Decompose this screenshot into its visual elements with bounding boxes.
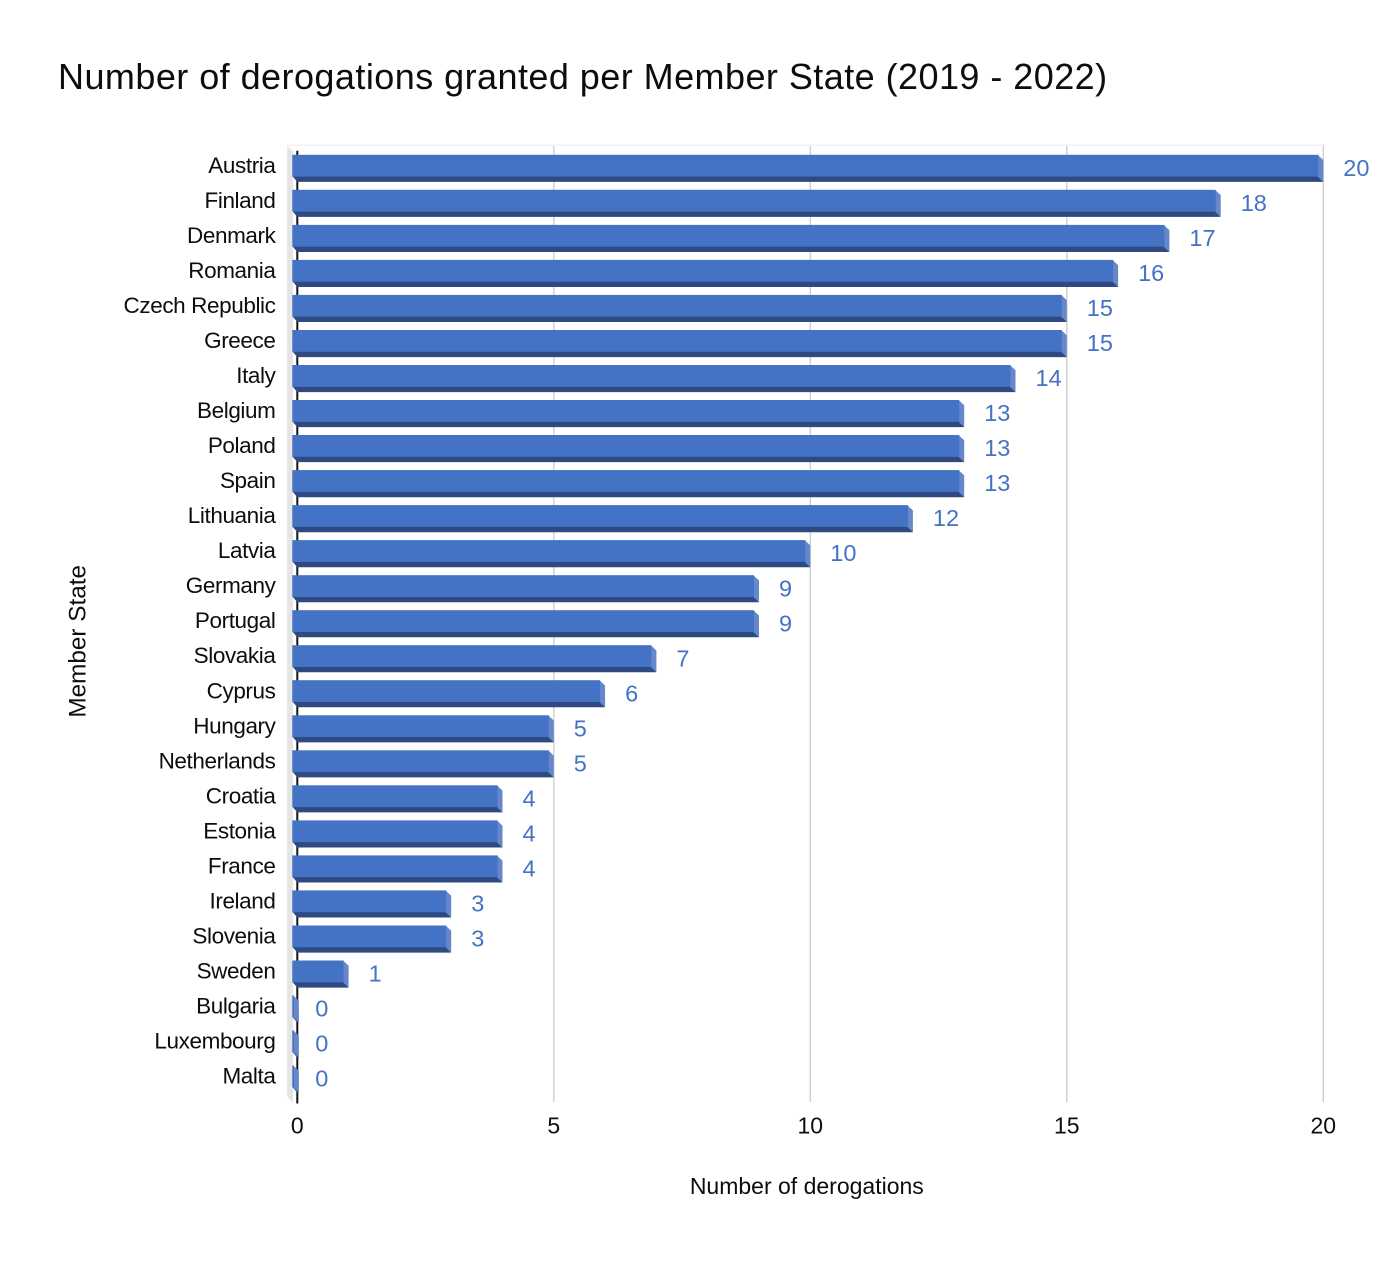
svg-text:1: 1 bbox=[369, 961, 382, 987]
svg-text:Hungary: Hungary bbox=[193, 713, 276, 738]
svg-text:9: 9 bbox=[779, 610, 792, 636]
svg-text:13: 13 bbox=[984, 400, 1010, 426]
svg-text:Netherlands: Netherlands bbox=[159, 748, 276, 773]
svg-text:4: 4 bbox=[523, 785, 536, 811]
svg-text:18: 18 bbox=[1241, 190, 1267, 216]
svg-text:Member State: Member State bbox=[64, 565, 91, 718]
svg-text:Greece: Greece bbox=[204, 328, 275, 353]
svg-text:10: 10 bbox=[830, 540, 856, 566]
svg-text:5: 5 bbox=[574, 715, 587, 741]
svg-text:14: 14 bbox=[1036, 365, 1062, 391]
svg-text:Estonia: Estonia bbox=[203, 818, 276, 843]
svg-text:0: 0 bbox=[315, 1031, 328, 1057]
svg-text:Austria: Austria bbox=[208, 153, 276, 178]
svg-text:Spain: Spain bbox=[220, 468, 276, 493]
svg-text:Ireland: Ireland bbox=[210, 888, 276, 913]
svg-text:Italy: Italy bbox=[236, 363, 276, 388]
svg-text:Denmark: Denmark bbox=[187, 223, 277, 248]
svg-text:4: 4 bbox=[523, 856, 536, 882]
svg-text:Latvia: Latvia bbox=[218, 538, 277, 563]
svg-text:Romania: Romania bbox=[188, 258, 276, 283]
svg-text:3: 3 bbox=[471, 891, 484, 917]
svg-text:Malta: Malta bbox=[222, 1064, 276, 1089]
svg-text:9: 9 bbox=[779, 575, 792, 601]
svg-text:Cyprus: Cyprus bbox=[207, 678, 276, 703]
svg-text:Slovakia: Slovakia bbox=[194, 643, 277, 668]
svg-text:Belgium: Belgium bbox=[197, 398, 276, 423]
svg-text:Bulgaria: Bulgaria bbox=[196, 994, 276, 1019]
svg-text:4: 4 bbox=[523, 821, 536, 847]
svg-text:0: 0 bbox=[315, 996, 328, 1022]
svg-text:France: France bbox=[208, 853, 276, 878]
svg-text:17: 17 bbox=[1189, 225, 1215, 251]
svg-text:13: 13 bbox=[984, 470, 1010, 496]
svg-text:13: 13 bbox=[984, 435, 1010, 461]
svg-text:20: 20 bbox=[1343, 155, 1369, 181]
svg-text:Finland: Finland bbox=[205, 188, 276, 213]
svg-text:12: 12 bbox=[933, 505, 959, 531]
svg-text:Lithuania: Lithuania bbox=[188, 503, 277, 528]
svg-text:3: 3 bbox=[471, 926, 484, 952]
svg-text:15: 15 bbox=[1087, 295, 1113, 321]
svg-text:15: 15 bbox=[1054, 1113, 1080, 1139]
svg-text:Croatia: Croatia bbox=[206, 783, 277, 808]
svg-text:Slovenia: Slovenia bbox=[192, 924, 276, 949]
svg-text:10: 10 bbox=[798, 1113, 824, 1139]
svg-text:Number of derogations: Number of derogations bbox=[690, 1173, 924, 1199]
svg-text:5: 5 bbox=[574, 750, 587, 776]
svg-text:Number of derogations granted: Number of derogations granted per Member… bbox=[58, 56, 1108, 97]
svg-text:20: 20 bbox=[1311, 1113, 1337, 1139]
svg-text:5: 5 bbox=[547, 1113, 560, 1139]
svg-text:Sweden: Sweden bbox=[197, 959, 276, 984]
svg-text:Germany: Germany bbox=[186, 573, 277, 598]
svg-text:16: 16 bbox=[1138, 260, 1164, 286]
svg-text:7: 7 bbox=[676, 645, 689, 671]
svg-text:0: 0 bbox=[315, 1066, 328, 1092]
svg-text:Poland: Poland bbox=[208, 433, 276, 458]
svg-text:15: 15 bbox=[1087, 330, 1113, 356]
svg-text:Czech Republic: Czech Republic bbox=[124, 293, 276, 318]
svg-text:0: 0 bbox=[291, 1113, 304, 1139]
svg-text:Luxembourg: Luxembourg bbox=[154, 1029, 275, 1054]
svg-text:Portugal: Portugal bbox=[195, 608, 276, 633]
svg-text:6: 6 bbox=[625, 680, 638, 706]
